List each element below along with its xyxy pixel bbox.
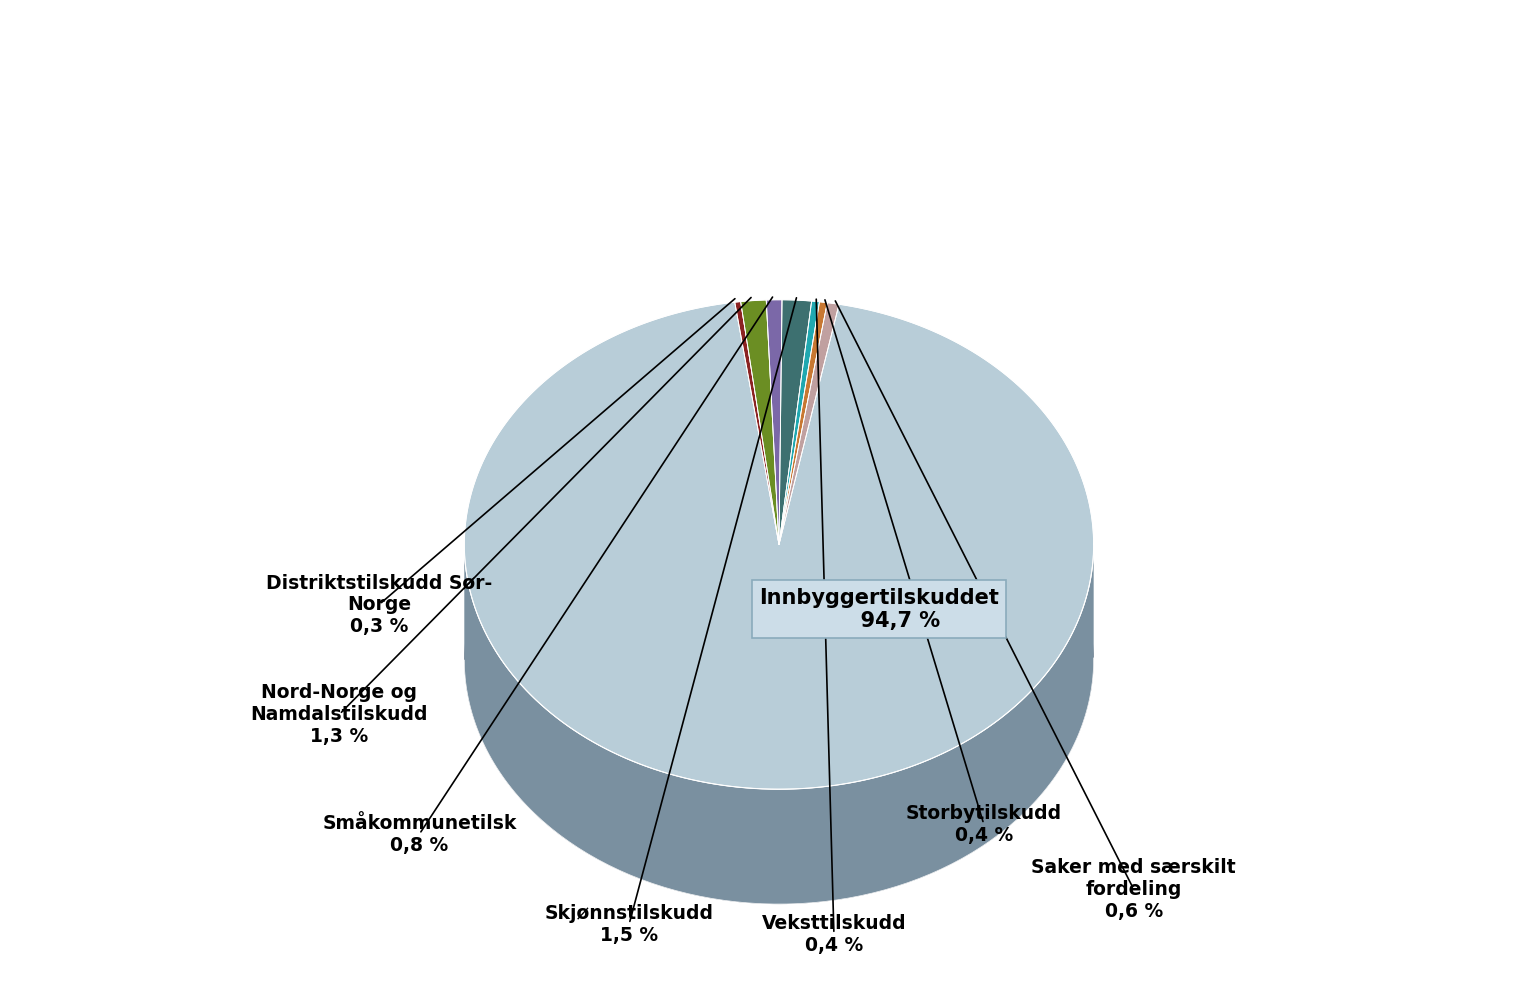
Polygon shape bbox=[779, 300, 811, 544]
Text: Småkommunetilsk
0,8 %: Småkommunetilsk 0,8 % bbox=[322, 813, 516, 855]
Polygon shape bbox=[779, 301, 819, 544]
Text: Skjønnstilskudd
1,5 %: Skjønnstilskudd 1,5 % bbox=[544, 903, 714, 945]
Polygon shape bbox=[779, 303, 839, 544]
Text: Nord-Norge og
Namdalstilskudd
1,3 %: Nord-Norge og Namdalstilskudd 1,3 % bbox=[251, 682, 428, 746]
Text: Storbytilskudd
0,4 %: Storbytilskudd 0,4 % bbox=[906, 803, 1062, 845]
Text: Distriktstilskudd Sør-
Norge
0,3 %: Distriktstilskudd Sør- Norge 0,3 % bbox=[266, 572, 492, 636]
Polygon shape bbox=[779, 302, 827, 544]
Polygon shape bbox=[766, 300, 782, 544]
Ellipse shape bbox=[465, 415, 1094, 904]
Polygon shape bbox=[741, 300, 779, 544]
Polygon shape bbox=[465, 543, 1094, 904]
Text: Veksttilskudd
0,4 %: Veksttilskudd 0,4 % bbox=[761, 913, 906, 955]
Polygon shape bbox=[465, 302, 1094, 789]
Text: Innbyggertilskuddet
      94,7 %: Innbyggertilskuddet 94,7 % bbox=[759, 587, 999, 631]
Polygon shape bbox=[735, 302, 779, 544]
Text: Saker med særskilt
fordeling
0,6 %: Saker med særskilt fordeling 0,6 % bbox=[1031, 857, 1236, 921]
